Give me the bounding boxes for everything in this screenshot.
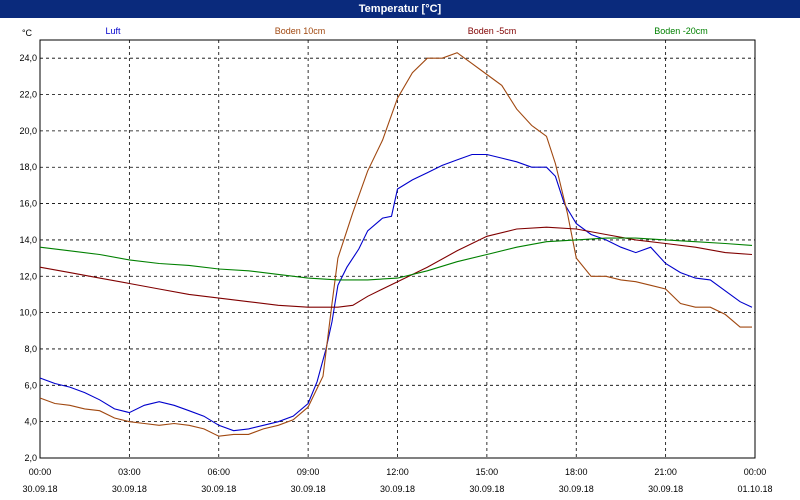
- x-tick-date: 01.10.18: [737, 484, 772, 494]
- y-tick-label: 18,0: [19, 162, 37, 172]
- x-tick-date: 30.09.18: [559, 484, 594, 494]
- y-tick-label: 14,0: [19, 235, 37, 245]
- y-tick-label: 6,0: [24, 380, 37, 390]
- series-line: [39, 226, 753, 308]
- y-tick-label: 16,0: [19, 199, 37, 209]
- temperature-chart: 2,0 4,0 6,0 8,0 10,0 12,0 14,0 16,0 18,0 20,0 22,0…: [19, 26, 772, 494]
- x-tick-date: 30.09.18: [291, 484, 326, 494]
- x-tick-time: 03:00: [118, 467, 141, 477]
- legend-entry: Luft: [105, 26, 121, 36]
- x-tick-date: 30.09.18: [22, 484, 57, 494]
- y-tick-label: 4,0: [24, 417, 37, 427]
- series-line: [39, 237, 753, 281]
- legend-entry: Boden -20cm: [654, 26, 708, 36]
- x-tick-date: 30.09.18: [201, 484, 236, 494]
- x-tick-time: 21:00: [654, 467, 677, 477]
- series-line: [39, 52, 752, 437]
- x-tick-date: 30.09.18: [469, 484, 504, 494]
- y-tick-label: 2,0: [24, 453, 37, 463]
- x-tick-time: 12:00: [386, 467, 409, 477]
- y-tick-label: 8,0: [24, 344, 37, 354]
- x-tick-time: 15:00: [476, 467, 499, 477]
- x-tick-date: 30.09.18: [648, 484, 683, 494]
- y-tick-label: 12,0: [19, 271, 37, 281]
- chart-title: Temperatur [°C]: [0, 0, 800, 18]
- y-tick-label: 20,0: [19, 126, 37, 136]
- x-tick-time: 00:00: [744, 467, 767, 477]
- x-tick-time: 18:00: [565, 467, 588, 477]
- y-axis-unit: °C: [22, 28, 33, 38]
- x-tick-time: 06:00: [207, 467, 230, 477]
- x-tick-date: 30.09.18: [112, 484, 147, 494]
- x-tick-time: 09:00: [297, 467, 320, 477]
- y-tick-label: 24,0: [19, 53, 37, 63]
- legend-entry: Boden 10cm: [275, 26, 326, 36]
- y-tick-label: 22,0: [19, 90, 37, 100]
- series-line: [39, 153, 753, 432]
- x-tick-time: 00:00: [29, 467, 52, 477]
- y-tick-label: 10,0: [19, 308, 37, 318]
- x-tick-date: 30.09.18: [380, 484, 415, 494]
- legend-entry: Boden -5cm: [468, 26, 517, 36]
